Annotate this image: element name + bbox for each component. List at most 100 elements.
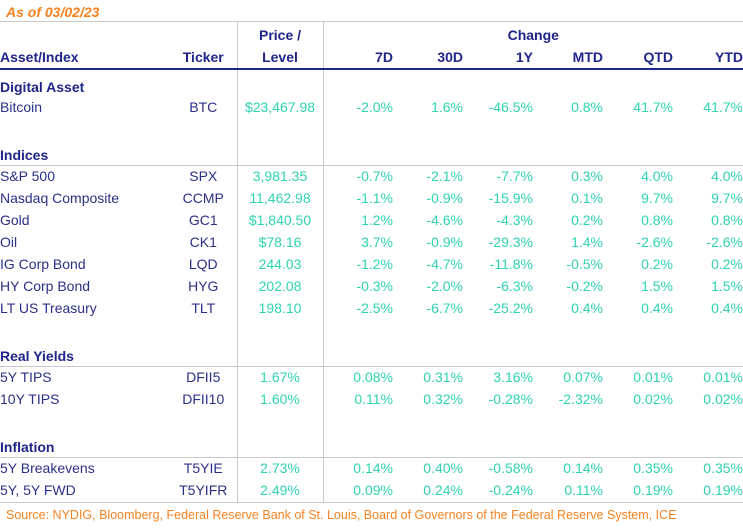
spacer-cell <box>236 119 324 142</box>
change-value-cell: 0.4% <box>641 300 673 317</box>
change-value-cell: -2.0% <box>426 278 463 295</box>
section-change-spacer <box>323 142 743 166</box>
change-value-cell: 0.11% <box>354 391 393 408</box>
change-value-cell: -15.9% <box>488 190 533 207</box>
market-data-table: Price / Change Asset/Index Ticker Level … <box>0 21 743 503</box>
change-value-cell: 0.14% <box>563 460 603 477</box>
period-header-ytd: YTD <box>673 43 743 70</box>
asset-name-cell: S&P 500 <box>0 168 56 185</box>
price-level-cell: 11,462.98 <box>236 188 324 210</box>
price-level-cell: 202.08 <box>236 276 324 298</box>
spacer-cell <box>323 119 743 142</box>
change-value-cell: 0.11% <box>564 482 603 499</box>
change-value-cell: -2.6% <box>636 234 673 251</box>
change-value-cell: 0.02% <box>633 391 673 408</box>
change-value-cell: 0.8% <box>641 212 673 229</box>
change-value-cell: -2.6% <box>706 234 743 251</box>
ticker-cell: DFII5 <box>186 369 221 386</box>
price-level-cell: $78.16 <box>236 232 324 254</box>
spacer-cell <box>323 411 743 434</box>
change-value-cell: 3.16% <box>493 369 533 386</box>
table-row: 10Y TIPS DFII10 1.60% 0.11% 0.32% -0.28% -2.32… <box>0 389 743 411</box>
change-value-cell: 0.3% <box>571 168 603 185</box>
change-value-cell: -29.3% <box>488 234 533 251</box>
spacer-cell <box>236 320 324 343</box>
asset-name-cell: 5Y TIPS <box>0 369 52 386</box>
price-level-cell: 3,981.35 <box>236 165 324 188</box>
change-value-cell: -2.1% <box>426 168 463 185</box>
change-value-cell: -0.9% <box>426 190 463 207</box>
change-value-cell: 0.8% <box>711 212 743 229</box>
change-value-cell: 0.01% <box>633 369 673 386</box>
asset-name-cell: 10Y TIPS <box>0 391 60 408</box>
change-value-cell: 0.8% <box>571 99 603 116</box>
asset-name-cell: Nasdaq Composite <box>0 190 120 207</box>
period-header-1y: 1Y <box>463 43 533 70</box>
asset-name-cell: IG Corp Bond <box>0 256 86 273</box>
asset-name-cell: Gold <box>0 212 30 229</box>
asset-name-cell: LT US Treasury <box>0 300 97 317</box>
change-value-cell: 0.2% <box>571 212 603 229</box>
change-value-cell: -11.8% <box>489 256 533 273</box>
spacer-row <box>0 119 743 142</box>
change-value-cell: 1.4% <box>571 234 603 251</box>
change-value-cell: -2.5% <box>356 300 393 317</box>
section-change-spacer <box>323 343 743 367</box>
change-value-cell: 0.1% <box>571 190 603 207</box>
table-row: 5Y TIPS DFII5 1.67% 0.08% 0.31% 3.16% 0.07% 0.0… <box>0 366 743 389</box>
section-price-spacer <box>236 69 324 97</box>
change-value-cell: 0.24% <box>423 482 463 499</box>
change-value-cell: 9.7% <box>711 190 743 207</box>
spacer-cell <box>0 119 237 142</box>
price-level-cell: 2.49% <box>236 480 324 503</box>
change-value-cell: 0.19% <box>703 482 743 499</box>
price-level-cell: 2.73% <box>236 457 324 480</box>
source-attribution: Source: NYDIG, Bloomberg, Federal Reserv… <box>6 508 677 522</box>
spacer-cell <box>323 320 743 343</box>
change-value-cell: 0.07% <box>563 369 603 386</box>
change-value-cell: 0.4% <box>711 300 743 317</box>
table-row: Gold GC1 $1,840.50 1.2% -4.6% -4.3% 0.2% 0.8% 0.… <box>0 210 743 232</box>
asset-name-cell: HY Corp Bond <box>0 278 91 295</box>
change-value-cell: -0.24% <box>488 482 533 499</box>
table-row: HY Corp Bond HYG 202.08 -0.3% -2.0% -6.3% -0.2… <box>0 276 743 298</box>
change-value-cell: 0.01% <box>703 369 743 386</box>
table-row: Bitcoin BTC $23,467.98 -2.0% 1.6% -46.5% 0.8% 4… <box>0 97 743 119</box>
section-header-row: Digital Asset <box>0 69 743 97</box>
section-label: Digital Asset <box>0 78 85 95</box>
change-value-cell: -4.3% <box>496 212 533 229</box>
spacer-cell <box>236 411 324 434</box>
header-spacer <box>170 22 237 44</box>
change-value-cell: 0.31% <box>423 369 463 386</box>
change-value-cell: -0.2% <box>566 278 603 295</box>
period-header-qtd: QTD <box>603 43 673 70</box>
table-row: S&P 500 SPX 3,981.35 -0.7% -2.1% -7.7% 0.3% 4.0… <box>0 165 743 188</box>
asset-name-cell: Oil <box>0 234 18 251</box>
change-value-cell: 0.02% <box>703 391 743 408</box>
change-value-cell: -6.3% <box>496 278 533 295</box>
change-value-cell: -0.7% <box>356 168 393 185</box>
change-value-cell: 1.5% <box>711 278 743 295</box>
change-value-cell: -25.2% <box>488 300 533 317</box>
section-price-spacer <box>236 434 324 458</box>
change-value-cell: 1.5% <box>641 278 673 295</box>
ticker-cell: T5YIFR <box>179 482 228 499</box>
ticker-cell: LQD <box>188 256 218 273</box>
section-label: Real Yields <box>0 343 237 367</box>
change-value-cell: 0.09% <box>353 482 393 499</box>
change-value-cell: 0.19% <box>633 482 673 499</box>
table-row: LT US Treasury TLT 198.10 -2.5% -6.7% -25.2% 0… <box>0 298 743 320</box>
section-change-spacer <box>323 69 743 97</box>
change-value-cell: 41.7% <box>703 99 743 116</box>
change-value-cell: 1.6% <box>431 99 463 116</box>
section-header-row: Indices <box>0 142 743 166</box>
change-value-cell: -7.7% <box>496 168 533 185</box>
section-header-row: Real Yields <box>0 343 743 367</box>
section-price-spacer <box>236 142 324 166</box>
change-value-cell: -1.2% <box>356 256 393 273</box>
table-row: Nasdaq Composite CCMP 11,462.98 -1.1% -0.9% -… <box>0 188 743 210</box>
table-body: Digital Asset Bitcoin BTC $23,467.98 -2.0% 1.… <box>0 69 743 503</box>
ticker-cell: GC1 <box>188 212 218 229</box>
change-value-cell: -0.9% <box>426 234 463 251</box>
